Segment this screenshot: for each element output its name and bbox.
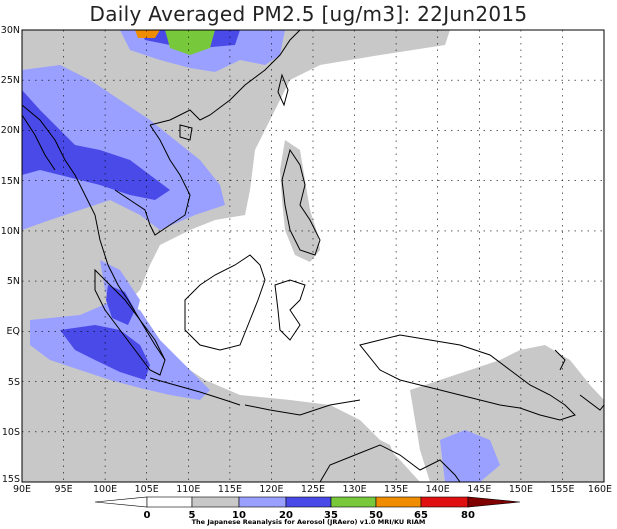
field-blue-malaya (106, 285, 135, 325)
colorbar-segment (285, 496, 332, 508)
colorbar-segment (191, 496, 240, 508)
colorbar-segment (238, 496, 287, 508)
colorbar-right-arrow (467, 496, 521, 508)
y-tick: 15S (2, 474, 20, 485)
x-tick: 145E (467, 484, 491, 495)
x-tick: 150E (509, 484, 533, 495)
x-tick: 160E (588, 484, 612, 495)
field-gray-southeast (330, 430, 400, 482)
x-tick: 95E (55, 484, 73, 495)
y-tick: 30N (1, 25, 20, 36)
colorbar-label: 35 (324, 510, 338, 521)
field-blue-sumatra (60, 325, 150, 380)
y-tick: 10S (2, 427, 20, 438)
x-tick: 105E (135, 484, 159, 495)
y-tick: 15N (1, 176, 20, 187)
y-tick: 25N (1, 75, 20, 86)
colorbar-segment (146, 496, 193, 508)
colorbar-label: 80 (461, 510, 475, 521)
field-gray-philippines (280, 140, 320, 262)
field-lightblue-indochina (22, 65, 225, 230)
colorbar-segment (330, 496, 377, 508)
colorbar-label: 50 (369, 510, 383, 521)
y-tick: 10N (1, 226, 20, 237)
colorbar-left-arrow (94, 496, 148, 508)
colorbar-segment (420, 496, 469, 508)
field-lightblue-png (440, 430, 500, 482)
x-tick: 115E (218, 484, 242, 495)
colorbar: 0 5 10 20 35 50 65 80 (94, 496, 521, 521)
coastlines (22, 30, 604, 482)
x-tick: 110E (176, 484, 200, 495)
colorbar-segment (375, 496, 422, 508)
colorbar-label: 5 (189, 510, 196, 521)
field-orange-north (135, 30, 160, 38)
colorbar-label: 0 (144, 510, 151, 521)
map-frame (21, 29, 605, 483)
x-tick: 155E (550, 484, 574, 495)
y-tick: EQ (7, 326, 20, 337)
x-tick: 130E (343, 484, 367, 495)
x-tick: 140E (426, 484, 450, 495)
x-tick: 125E (301, 484, 325, 495)
x-tick: 90E (13, 484, 31, 495)
y-axis-labels: 30N 25N 20N 15N 10N 5N EQ 5S 10S 15S (1, 25, 20, 485)
y-tick: 20N (1, 125, 20, 136)
colorbar-label: 20 (279, 510, 293, 521)
x-axis-labels: 90E 95E 100E 105E 110E 115E 120E 125E 13… (13, 484, 612, 495)
concentration-fields (22, 30, 604, 482)
field-blue-indochina (22, 90, 170, 200)
y-tick: 5N (7, 276, 20, 287)
colorbar-label: 65 (414, 510, 428, 521)
field-green-north (165, 30, 215, 55)
x-tick: 100E (93, 484, 117, 495)
y-tick: 5S (8, 377, 20, 388)
map-title: Daily Averaged PM2.5 [ug/m3]: 22Jun2015 (89, 2, 528, 26)
x-tick: 120E (259, 484, 283, 495)
x-tick: 135E (384, 484, 408, 495)
credit-line: The Japanese Reanalysis for Aerosol (JRA… (191, 518, 426, 526)
colorbar-label: 10 (232, 510, 246, 521)
